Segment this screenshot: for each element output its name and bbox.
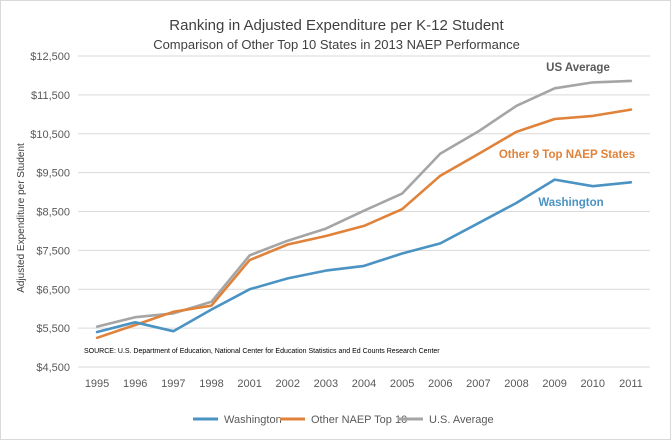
legend: Washington Other NAEP Top 10 U.S. Averag… [193,414,494,426]
x-tick-label: 2008 [504,378,528,390]
x-tick-label: 2002 [275,378,299,390]
series-line-other-naep-top-10 [95,108,633,340]
annotation-other-top-states: Other 9 Top NAEP States [499,149,635,161]
x-tick-label: 1998 [199,378,223,390]
y-tick-label: $10,500 [30,129,70,141]
x-tick-label: 2011 [619,378,643,390]
annotation-washington: Washington [538,197,603,209]
x-tick-label: 2009 [542,378,566,390]
x-tick-label: 2003 [314,378,338,390]
y-axis-ticks: $4,500 $5,500 $6,500 $7,500 $8,500 $9,500 $10,… [30,51,70,374]
y-axis-label: Adjusted Expenditure per Student [16,143,27,293]
source-note: SOURCE: U.S. Department of Education, Na… [84,348,440,355]
series-lines [95,79,633,340]
series-line-washington [95,178,633,334]
x-tick-label: 2005 [390,378,414,390]
legend-item-other-top10: Other NAEP Top 10 [280,414,407,426]
legend-label-other-top10: Other NAEP Top 10 [311,414,407,426]
x-tick-label: 2007 [466,378,490,390]
legend-label-us-average: U.S. Average [429,414,494,426]
legend-label-washington: Washington [224,414,282,426]
x-tick-label: 2010 [581,378,605,390]
y-tick-label: $4,500 [36,362,70,374]
x-axis-ticks: 1995 1996 1997 1998 2001 2002 2003 2004 2005 2006… [85,378,643,390]
y-tick-label: $8,500 [36,207,70,219]
y-tick-label: $5,500 [36,323,70,335]
x-tick-label: 1996 [123,378,147,390]
y-tick-label: $7,500 [36,245,70,257]
annotation-us-average: US Average [546,62,610,74]
legend-item-us-average: U.S. Average [398,414,494,426]
x-tick-label: 2006 [428,378,452,390]
y-tick-label: $11,500 [31,90,70,102]
chart-title: Ranking in Adjusted Expenditure per K-12… [169,17,504,34]
x-tick-label: 2001 [237,378,261,390]
y-tick-label: $12,500 [30,51,70,63]
x-tick-label: 2004 [352,378,376,390]
y-tick-label: $6,500 [36,284,70,296]
gridlines [78,55,650,368]
y-tick-label: $9,500 [36,168,70,180]
x-tick-label: 1995 [85,378,109,390]
x-tick-label: 1997 [161,378,185,390]
legend-item-washington: Washington [193,414,282,426]
chart-subtitle: Comparison of Other Top 10 States in 201… [153,37,520,52]
